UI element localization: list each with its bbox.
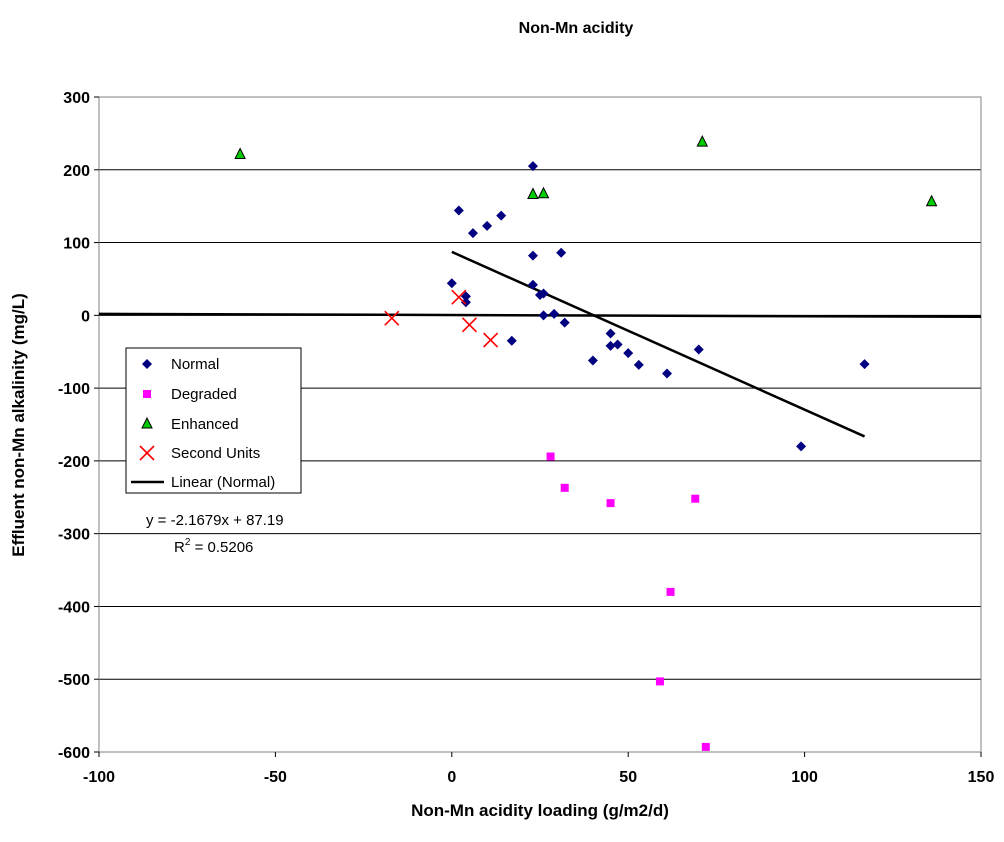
legend-item-degraded: Degraded	[143, 386, 237, 403]
degraded-point	[655, 677, 664, 686]
equation-text: y = -2.1679x + 87.19	[146, 512, 284, 529]
normal-point	[605, 328, 616, 339]
normal-point	[623, 348, 634, 359]
x-tick-label: -100	[83, 769, 115, 786]
degraded-point	[666, 587, 675, 596]
second-units-point	[451, 289, 467, 305]
y-tick-label: -600	[58, 745, 90, 762]
legend-label: Second Units	[171, 445, 260, 462]
normal-point	[549, 308, 560, 319]
normal-point	[446, 278, 457, 289]
second-units-point	[483, 332, 499, 348]
legend-label: Normal	[171, 356, 219, 373]
normal-point	[559, 317, 570, 328]
normal-point	[527, 250, 538, 261]
legend-item-normal: Normal	[142, 356, 219, 373]
legend: Normal Degraded Enhanced Second Units Linear…	[125, 347, 302, 494]
degraded-point	[546, 452, 555, 461]
degraded-point	[606, 499, 615, 508]
enhanced-point	[696, 135, 709, 147]
x-axis-label: Non-Mn acidity loading (g/m2/d)	[411, 801, 669, 820]
normal-point	[467, 228, 478, 239]
normal-point	[538, 310, 549, 321]
normal-point	[587, 355, 598, 366]
legend-swatch	[141, 416, 153, 429]
enhanced-point	[527, 187, 539, 200]
enhanced-point	[234, 147, 246, 159]
x-tick-label: 50	[619, 769, 637, 786]
degraded-point	[560, 483, 569, 492]
normal-point	[460, 291, 471, 302]
normal-point	[612, 339, 623, 350]
y-tick-label: 100	[63, 236, 90, 253]
normal-point	[506, 335, 517, 346]
x-tick-label: 0	[447, 769, 456, 786]
y-tick-label: 0	[81, 308, 90, 325]
normal-point	[482, 220, 493, 231]
degraded-point	[701, 742, 710, 751]
legend-label: Linear (Normal)	[171, 474, 275, 491]
y-tick-label: -100	[58, 381, 90, 398]
second-units-point	[384, 310, 400, 326]
r-squared-value: = 0.5206	[190, 539, 253, 556]
enhanced-point	[537, 186, 550, 199]
trendline-normal	[451, 250, 866, 438]
y-axis-label: Effluent non-Mn alkalinity (mg/L)	[9, 293, 28, 556]
data-points	[234, 135, 938, 751]
normal-point	[538, 288, 549, 299]
normal-point	[496, 210, 507, 221]
r-squared-prefix: R	[174, 539, 185, 556]
normal-point	[796, 441, 807, 452]
legend-label: Enhanced	[171, 416, 239, 433]
normal-point	[633, 359, 644, 370]
x-tick-label: 100	[791, 769, 818, 786]
r-squared-text: R2 = 0.5206	[174, 537, 253, 556]
degraded-point	[691, 494, 700, 503]
plot-area	[98, 96, 982, 753]
y-tick-label: -200	[58, 454, 90, 471]
enhanced-point	[925, 194, 938, 207]
legend-swatch	[139, 445, 155, 461]
legend-item-second-units: Second Units	[139, 445, 260, 462]
chart-title: Non-Mn acidity	[519, 20, 634, 37]
y-tick-label: 300	[63, 90, 90, 107]
y-tick-label: -500	[58, 672, 90, 689]
trendline-equation: y = -2.1679x + 87.19 R2 = 0.5206	[146, 512, 284, 556]
legend-item-enhanced: Enhanced	[141, 416, 239, 433]
legend-swatch	[142, 359, 152, 369]
legend-box	[125, 347, 302, 494]
x-tick-label: -50	[264, 769, 287, 786]
normal-point	[859, 359, 870, 370]
normal-point	[460, 297, 471, 308]
legend-items: Normal Degraded Enhanced Second Units Linear…	[131, 356, 275, 491]
x-tick-label: 150	[968, 769, 995, 786]
y-tick-label: -300	[58, 527, 90, 544]
y-tick-label: -400	[58, 599, 90, 616]
legend-swatch	[143, 390, 151, 398]
normal-point	[662, 368, 673, 379]
legend-item-linear-normal-: Linear (Normal)	[131, 474, 275, 491]
normal-point	[605, 340, 616, 351]
r-squared-sup: 2	[185, 537, 191, 548]
legend-label: Degraded	[171, 386, 237, 403]
normal-point	[453, 205, 464, 216]
normal-point	[693, 344, 704, 355]
normal-point	[527, 279, 538, 290]
normal-point	[556, 247, 567, 258]
second-units-point	[461, 317, 478, 333]
y-tick-label: 200	[63, 163, 90, 180]
normal-point	[527, 161, 538, 172]
